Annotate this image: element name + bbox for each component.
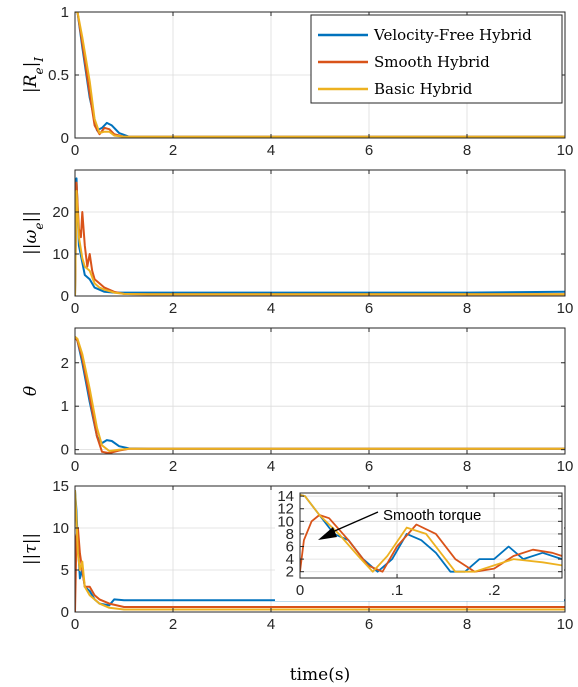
y-tick-label: 15 [52, 478, 69, 495]
x-tick-label: 0 [71, 142, 79, 159]
y-tick-label: 1 [61, 4, 69, 21]
x-tick-label: 2 [169, 616, 177, 633]
series-line-basic-hybrid [75, 190, 565, 296]
y-tick-label: 10 [277, 513, 294, 530]
x-tick-label: 8 [463, 616, 471, 633]
x-tick-label: 4 [267, 300, 275, 317]
plot-frame [74, 485, 566, 613]
chart-panel-3: 0 2 4 6 8 10 0 1 2 θ [21, 327, 574, 475]
y-axis-label: |Re|I [21, 57, 46, 93]
y-axis-label: ||τ|| [21, 533, 41, 565]
chart-panel-1: 0 2 4 6 8 10 0 0.5 1 |Re|I Velocity-Free Hybrid Smo… [21, 4, 573, 159]
annotation-text: Smooth torque [383, 507, 481, 524]
legend: Velocity-Free Hybrid Smooth Hybrid Basic H… [310, 14, 563, 104]
y-tick-label: 6 [286, 539, 294, 556]
x-tick-label: 0 [71, 458, 79, 475]
chart-panel-2: 0 2 4 6 8 10 0 10 20 ||ωe|| [21, 169, 574, 317]
x-tick-label: .2 [488, 582, 501, 599]
y-tick-label: 0 [61, 604, 69, 621]
plot-frame [74, 169, 566, 297]
y-tick-label: 8 [286, 526, 294, 543]
legend-label: Basic Hybrid [374, 80, 473, 98]
legend-label: Velocity-Free Hybrid [373, 26, 532, 44]
y-tick-label: 10 [52, 520, 69, 537]
x-tick-label: 8 [463, 458, 471, 475]
x-tick-label: 6 [365, 616, 373, 633]
y-tick-label: 0.5 [48, 67, 69, 84]
y-tick-label: 2 [286, 564, 294, 581]
plot-area [75, 170, 565, 296]
x-tick-label: 4 [267, 142, 275, 159]
y-tick-label: 12 [277, 501, 294, 518]
y-tick-label: 0 [61, 288, 69, 305]
y-tick-label: 1 [61, 398, 69, 415]
x-tick-label: 6 [365, 300, 373, 317]
x-tick-label: 10 [557, 300, 574, 317]
x-tick-label: 2 [169, 458, 177, 475]
plot-frame [299, 492, 563, 579]
y-axis-label: ||ωe|| [21, 211, 46, 255]
x-tick-label: 2 [169, 142, 177, 159]
y-tick-label: 20 [52, 204, 69, 221]
legend-box [310, 14, 563, 104]
legend-label: Smooth Hybrid [374, 53, 490, 71]
x-tick-label: 10 [557, 458, 574, 475]
x-tick-label: 4 [267, 458, 275, 475]
x-tick-label: 0 [71, 616, 79, 633]
y-axis-label: θ [21, 386, 41, 396]
x-tick-label: 10 [557, 616, 574, 633]
x-tick-label: 0 [296, 582, 304, 599]
series-line-basic-hybrid [75, 12, 565, 138]
annotation-arrow [329, 511, 379, 534]
x-tick-label: 8 [463, 300, 471, 317]
plot-frame [74, 327, 566, 455]
series-group [75, 12, 565, 138]
x-tick-label: .1 [391, 582, 404, 599]
y-tick-label: 14 [277, 488, 294, 505]
x-tick-label: 2 [169, 300, 177, 317]
plot-area [75, 328, 565, 454]
y-tick-label: 2 [61, 355, 69, 372]
annotation-arrowhead [318, 527, 337, 540]
series-line-basic-hybrid [300, 494, 562, 573]
series-line-smooth-hybrid [75, 527, 565, 612]
x-tick-label: 6 [365, 142, 373, 159]
x-tick-label: 10 [557, 142, 574, 159]
annotation: Smooth torque [318, 507, 481, 540]
y-tick-label: 5 [61, 562, 69, 579]
x-tick-label: 0 [71, 300, 79, 317]
x-tick-label: 8 [463, 142, 471, 159]
y-tick-label: 0 [61, 130, 69, 147]
y-tick-label: 0 [61, 442, 69, 459]
y-tick-label: 4 [286, 551, 294, 568]
series-group [75, 335, 565, 454]
series-group [75, 177, 565, 296]
series-line-basic-hybrid [75, 335, 565, 452]
x-axis-label: time(s) [290, 665, 350, 685]
x-tick-label: 6 [365, 458, 373, 475]
y-tick-label: 10 [52, 246, 69, 263]
series-line-smooth-hybrid [300, 514, 562, 573]
series-line-basic-hybrid [75, 490, 565, 611]
x-tick-label: 4 [267, 616, 275, 633]
